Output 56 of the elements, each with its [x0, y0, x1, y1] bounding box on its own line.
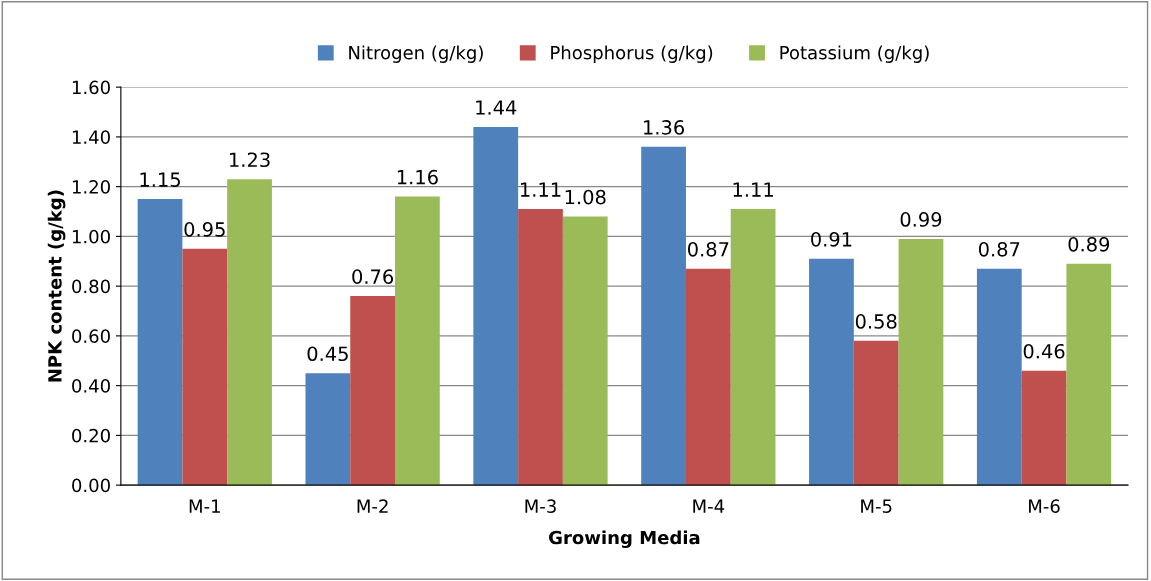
data-label: 1.15	[140, 172, 180, 187]
y-tick-label: 0.60	[72, 329, 110, 344]
data-label: 1.36	[644, 120, 685, 135]
x-tick-label: M-3	[525, 499, 556, 513]
x-tick-label: M-4	[693, 499, 725, 513]
bar	[1021, 370, 1067, 486]
y-tick-label: 0.80	[72, 279, 110, 294]
bar	[395, 196, 440, 486]
bar	[730, 209, 776, 486]
data-label: 0.58	[855, 314, 897, 329]
y-tick-label: 0.20	[72, 428, 110, 443]
data-label: 1.08	[565, 189, 606, 205]
data-label: 1.44	[476, 100, 517, 115]
x-tick-label: M-1	[189, 499, 220, 513]
bar	[898, 238, 944, 486]
data-label: 0.99	[900, 212, 942, 227]
data-label: 0.87	[687, 241, 729, 257]
data-label: 1.23	[230, 152, 270, 168]
y-tick-label: 0.40	[72, 379, 110, 393]
bar	[685, 268, 731, 486]
bar	[182, 248, 228, 486]
y-tick-label: 1.20	[72, 180, 110, 194]
data-label: 1.11	[520, 182, 561, 197]
data-label: 0.45	[307, 346, 348, 362]
bar	[227, 179, 272, 486]
legend-label: Phosphorus (g/kg)	[551, 45, 713, 63]
bar	[350, 296, 396, 486]
y-tick-label: 1.60	[72, 80, 110, 95]
bar	[809, 258, 854, 486]
data-label: 0.89	[1068, 236, 1110, 252]
legend-label: Potassium (g/kg)	[780, 45, 929, 63]
bar	[641, 146, 686, 486]
y-tick-label: 1.00	[72, 229, 110, 244]
data-label: 0.76	[352, 269, 394, 284]
data-label: 0.95	[184, 222, 225, 237]
legend-label: Nitrogen (g/kg)	[349, 45, 483, 63]
y-tick-label: 1.40	[72, 130, 110, 145]
bar	[976, 268, 1022, 486]
data-label: 1.11	[733, 182, 773, 197]
x-tick-label: M-6	[1029, 499, 1060, 513]
data-label: 0.87	[978, 241, 1020, 257]
y-axis-title: NPK content (g/kg)	[47, 190, 66, 382]
y-tick-label: 0.00	[72, 478, 110, 493]
data-label: 0.46	[1023, 343, 1065, 359]
data-label: 1.16	[397, 169, 438, 185]
bar	[137, 199, 183, 486]
bar	[562, 216, 608, 486]
bar	[1066, 263, 1112, 486]
data-label: 0.91	[811, 231, 852, 247]
bar	[305, 373, 351, 486]
x-tick-label: M-5	[861, 499, 892, 513]
bar	[518, 209, 563, 486]
bar	[853, 340, 899, 486]
bar	[473, 126, 519, 486]
x-tick-label: M-2	[357, 499, 388, 513]
x-axis-title: Growing Media	[549, 530, 700, 548]
